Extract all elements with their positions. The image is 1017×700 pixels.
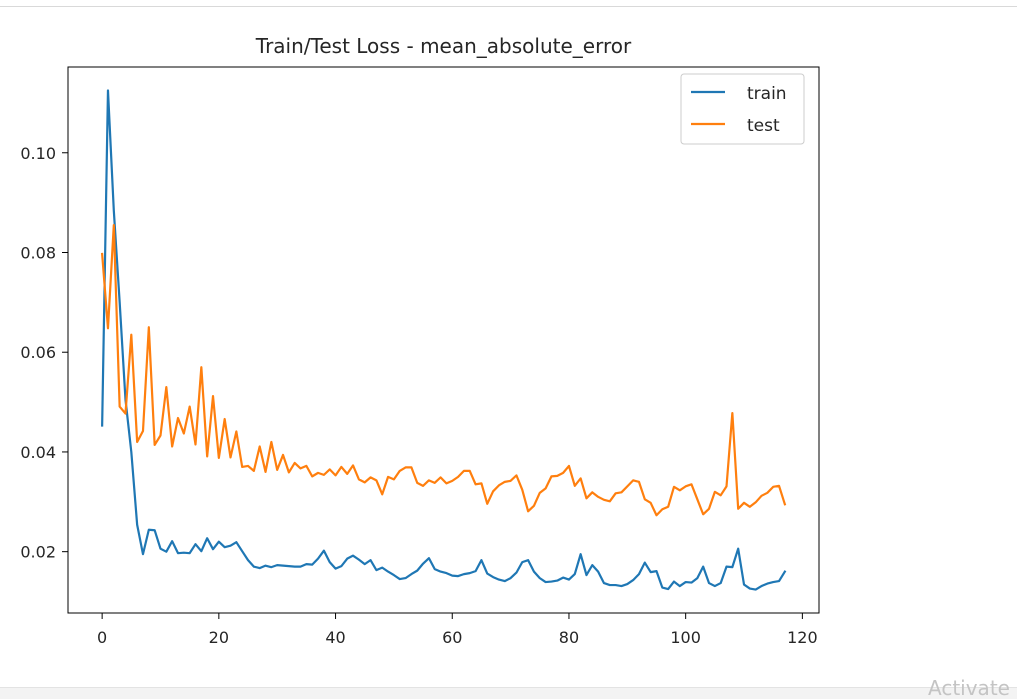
y-tick-label: 0.06 — [20, 343, 56, 362]
activate-watermark: Activate — [928, 676, 1010, 700]
x-tick-label: 80 — [559, 628, 579, 647]
y-axis: 0.02 0.04 0.06 0.08 0.10 — [20, 144, 68, 562]
x-tick-label: 100 — [670, 628, 701, 647]
legend-test-label: test — [747, 116, 780, 136]
y-tick-label: 0.10 — [20, 144, 56, 163]
chart-title: Train/Test Loss - mean_absolute_error — [255, 34, 632, 58]
plot-area — [67, 66, 820, 614]
legend: train test — [680, 73, 805, 145]
x-tick-label: 60 — [442, 628, 462, 647]
series-line-test — [100, 223, 787, 517]
top-border — [0, 6, 1017, 7]
y-tick-label: 0.08 — [20, 243, 56, 262]
series-layer — [100, 89, 787, 591]
x-tick-label: 40 — [325, 628, 345, 647]
y-tick-label: 0.02 — [20, 543, 56, 562]
legend-train-label: train — [747, 84, 787, 104]
x-tick-label: 20 — [209, 628, 229, 647]
x-tick-label: 120 — [787, 628, 818, 647]
bottom-panel-edge — [0, 687, 1017, 699]
y-tick-label: 0.04 — [20, 443, 56, 462]
series-line-train — [101, 89, 787, 591]
x-tick-label: 0 — [97, 628, 107, 647]
x-axis: 0 20 40 60 80 100 120 — [97, 613, 818, 647]
